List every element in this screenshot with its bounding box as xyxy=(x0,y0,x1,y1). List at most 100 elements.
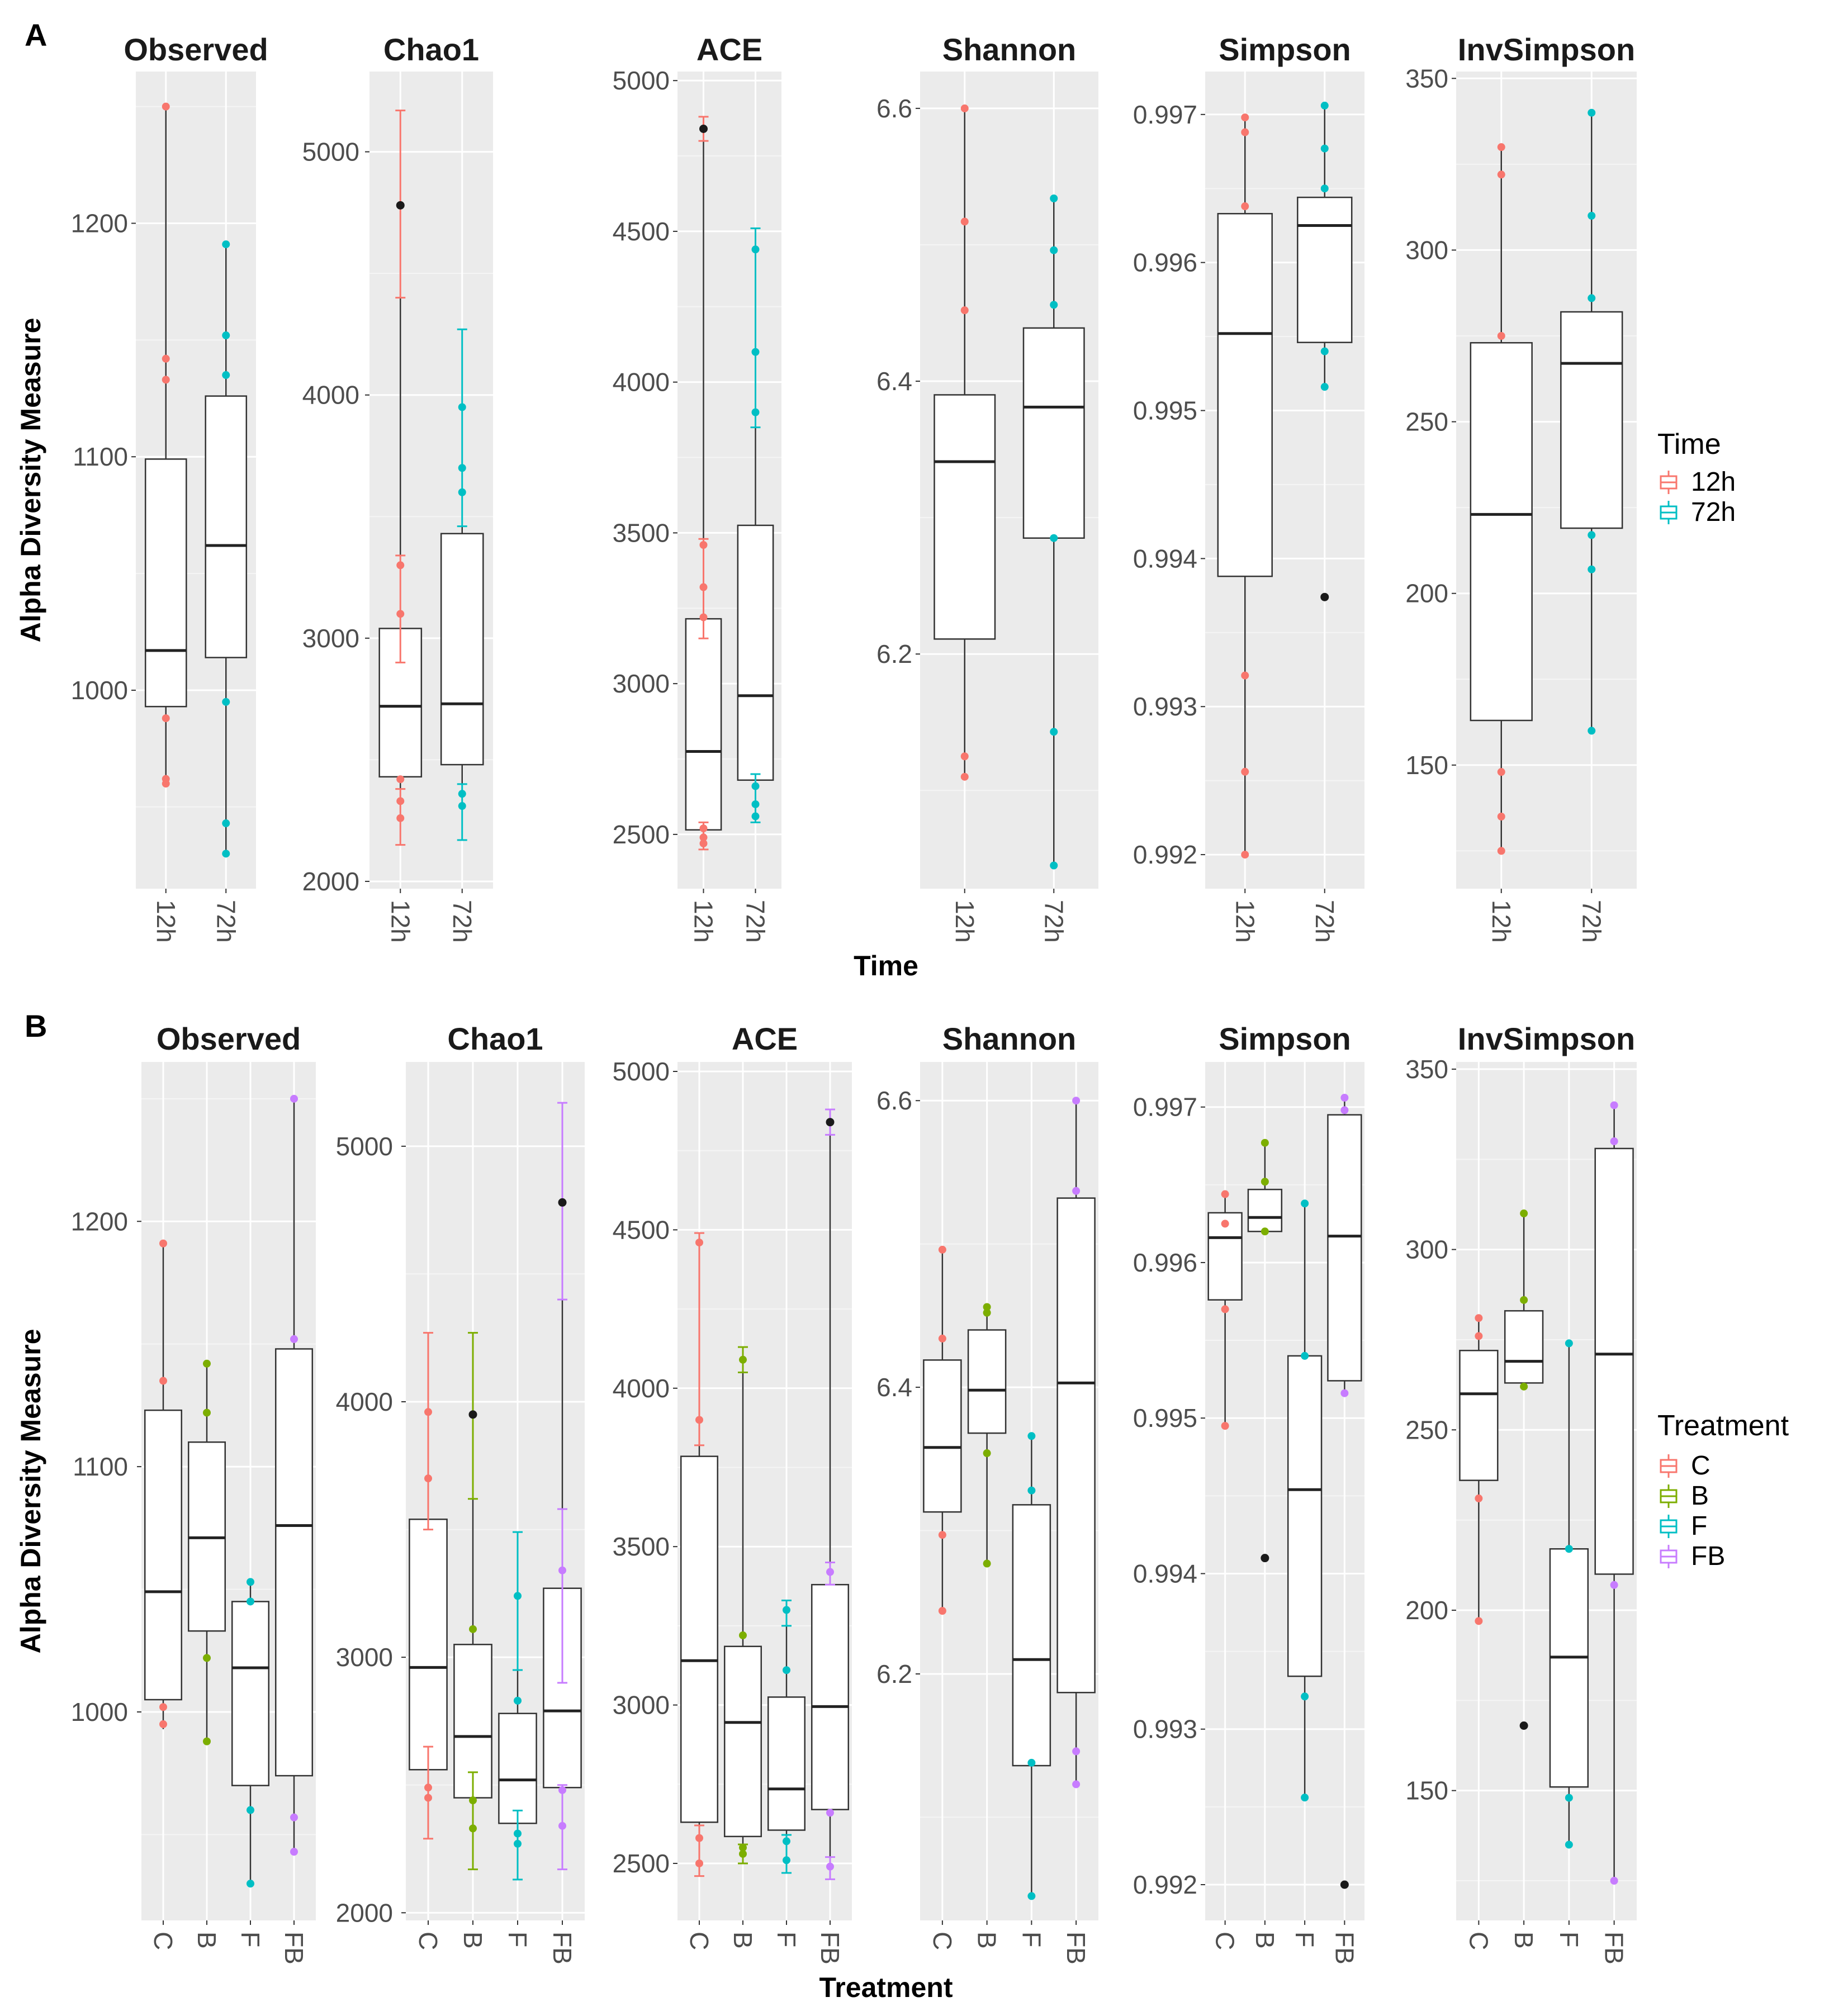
outlier-point xyxy=(826,1118,835,1127)
facet-title: InvSimpson xyxy=(1458,1021,1635,1056)
data-point xyxy=(983,1303,991,1311)
data-point xyxy=(290,1813,298,1821)
x-tick-label: FB xyxy=(1330,1932,1359,1965)
data-point xyxy=(247,1578,254,1586)
y-tick-label: 6.2 xyxy=(876,639,912,668)
data-point xyxy=(1475,1617,1483,1625)
data-point xyxy=(162,780,170,788)
x-tick-label: 72h xyxy=(1039,900,1068,943)
box-body xyxy=(1560,311,1623,529)
outlier-point xyxy=(1519,1721,1528,1730)
data-point xyxy=(222,240,230,249)
data-point xyxy=(1565,1794,1573,1802)
box-f xyxy=(231,1578,270,1888)
y-tick-label: 150 xyxy=(1405,1776,1448,1805)
legend-key-c xyxy=(1660,1454,1678,1478)
box-body xyxy=(934,394,996,640)
legend-key-b xyxy=(1660,1484,1678,1508)
facet-invsimpson: 150 200 250 300 350 InvSimpson C B F FB xyxy=(1405,1021,1637,1965)
legend-label: 12h xyxy=(1691,467,1736,497)
facet-observed: 1000 1100 1200 Observed 12h 72h xyxy=(71,32,268,943)
y-tick-label: 0.993 xyxy=(1133,1715,1197,1744)
data-point xyxy=(938,1245,946,1254)
data-point xyxy=(222,819,230,828)
data-point xyxy=(699,613,708,622)
x-tick-label: F xyxy=(1017,1932,1046,1947)
data-point xyxy=(960,306,969,315)
box-fb xyxy=(1056,1097,1096,1789)
box-body xyxy=(1056,1197,1096,1694)
data-point xyxy=(699,839,708,848)
x-tick-label: 12h xyxy=(1487,900,1516,943)
x-axis-title: Treatment xyxy=(819,1972,953,2003)
data-point xyxy=(1241,202,1249,211)
y-tick-label: 0.995 xyxy=(1133,1403,1197,1432)
facet-title: Chao1 xyxy=(447,1021,543,1056)
box-f xyxy=(498,1531,537,1881)
box-fb xyxy=(1327,1094,1362,1889)
data-point xyxy=(1565,1339,1573,1348)
data-point xyxy=(558,1786,566,1794)
y-tick-label: 1100 xyxy=(73,1452,128,1481)
error-bar xyxy=(750,227,761,429)
box-body xyxy=(680,1455,719,1823)
data-point xyxy=(396,610,405,618)
outlier-point xyxy=(1261,1554,1269,1563)
data-point xyxy=(1320,383,1329,391)
data-point xyxy=(290,1335,298,1343)
facet-title: Simpson xyxy=(1219,32,1351,67)
box-b xyxy=(187,1359,226,1745)
data-point xyxy=(960,752,969,761)
data-point xyxy=(1497,813,1505,820)
error-bar xyxy=(694,1232,704,1446)
facet-ace: 2500 3000 3500 4000 4500 5000 ACE C B F FB xyxy=(613,1021,852,1965)
box-c xyxy=(1207,1190,1243,1430)
panel-label: A xyxy=(25,17,47,53)
y-tick-label: 2500 xyxy=(613,820,670,849)
data-point xyxy=(751,812,760,820)
data-point xyxy=(1520,1209,1528,1218)
data-point xyxy=(469,1824,477,1833)
data-point xyxy=(458,488,466,496)
data-point xyxy=(1610,1877,1618,1885)
x-tick-label: 12h xyxy=(1230,900,1259,943)
data-point xyxy=(983,1449,991,1458)
x-tick-label: B xyxy=(1250,1932,1280,1949)
data-point xyxy=(1072,1187,1081,1195)
box-fb xyxy=(1594,1101,1634,1885)
x-tick-label: 12h xyxy=(950,900,979,943)
data-point xyxy=(222,371,230,380)
y-tick-label: 4000 xyxy=(613,1374,670,1403)
box-72h xyxy=(1297,101,1353,601)
y-tick-label: 4000 xyxy=(613,368,670,397)
data-point xyxy=(695,1859,703,1867)
x-tick-label: FB xyxy=(1062,1932,1091,1965)
y-tick-label: 300 xyxy=(1405,1235,1448,1264)
data-point xyxy=(1261,1178,1269,1186)
box-f xyxy=(767,1600,806,1874)
y-tick-label: 0.995 xyxy=(1133,396,1197,425)
facet-chao1: 2000 3000 4000 5000 Chao1 C B F FB xyxy=(336,1021,585,1965)
data-point xyxy=(458,790,466,798)
x-tick-label: FB xyxy=(1600,1932,1629,1965)
panel-label: B xyxy=(25,1008,47,1043)
data-point xyxy=(1520,1382,1528,1391)
data-point xyxy=(396,561,405,570)
data-point xyxy=(514,1592,522,1600)
facet-observed: 1000 1100 1200 Observed C B F FB xyxy=(71,1021,316,1965)
data-point xyxy=(203,1359,211,1368)
data-point xyxy=(1301,1199,1309,1208)
legend-label: FB xyxy=(1691,1541,1725,1571)
x-tick-label: F xyxy=(503,1932,532,1947)
y-tick-label: 0.992 xyxy=(1133,1870,1197,1899)
y-tick-label: 200 xyxy=(1405,1596,1448,1625)
data-point xyxy=(751,782,760,790)
data-point xyxy=(699,583,708,591)
y-tick-label: 3500 xyxy=(613,518,670,547)
data-point xyxy=(247,1880,254,1888)
x-tick-label: FB xyxy=(548,1932,577,1965)
x-tick-label: 12h xyxy=(151,900,181,943)
facet-title: Observed xyxy=(157,1021,301,1056)
